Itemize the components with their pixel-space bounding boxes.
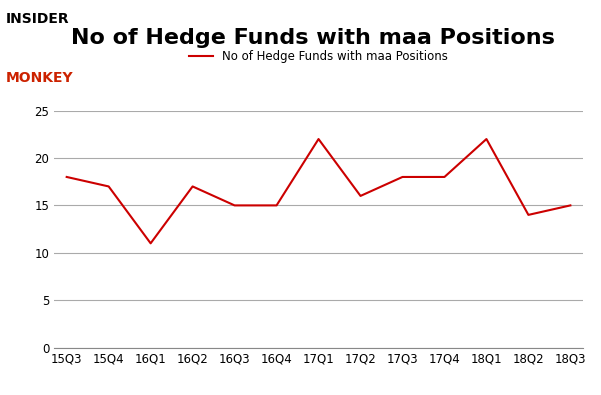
Text: MONKEY: MONKEY	[6, 71, 74, 85]
Legend: No of Hedge Funds with maa Positions: No of Hedge Funds with maa Positions	[185, 45, 453, 68]
Text: INSIDER: INSIDER	[6, 12, 70, 26]
Text: No of Hedge Funds with maa Positions: No of Hedge Funds with maa Positions	[70, 28, 555, 48]
